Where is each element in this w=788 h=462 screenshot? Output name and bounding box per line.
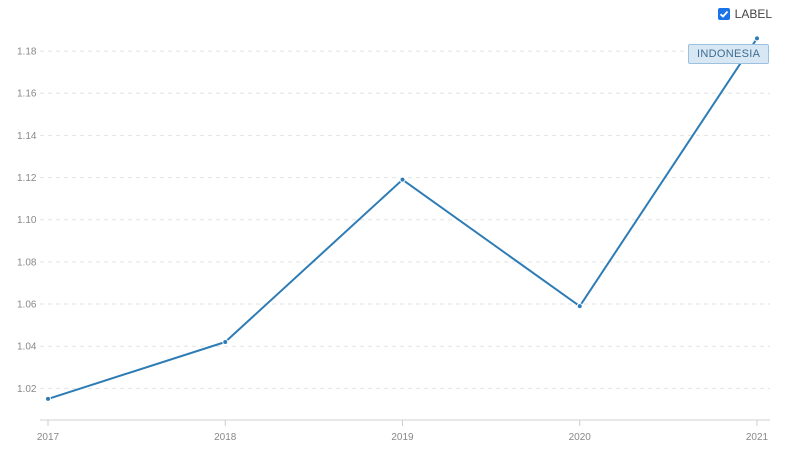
x-tick-label: 2017 bbox=[37, 432, 60, 443]
data-point[interactable] bbox=[576, 303, 583, 310]
checkbox-checked-icon[interactable] bbox=[717, 8, 730, 20]
x-tick-label: 2021 bbox=[746, 432, 769, 443]
y-axis-ticks: 1.02 1.04 1.06 1.08 1.10 1.12 1.14 1.16 1.18 bbox=[17, 47, 37, 395]
series-line bbox=[47, 37, 758, 400]
label-toggle[interactable]: LABEL bbox=[717, 7, 772, 21]
y-tick-label: 1.16 bbox=[17, 89, 37, 100]
y-tick-label: 1.14 bbox=[17, 131, 37, 142]
y-tick-label: 1.02 bbox=[17, 384, 37, 395]
label-toggle-text: LABEL bbox=[734, 7, 772, 21]
data-point[interactable] bbox=[45, 395, 51, 402]
x-axis-ticks: 2017 2018 2019 2020 2021 bbox=[37, 419, 770, 443]
y-tick-label: 1.08 bbox=[17, 257, 37, 268]
data-point[interactable] bbox=[222, 339, 229, 345]
series-label-indonesia: INDONESIA bbox=[688, 44, 770, 64]
data-point[interactable] bbox=[754, 35, 760, 42]
x-tick-label: 2018 bbox=[214, 432, 237, 443]
x-tick-label: 2019 bbox=[391, 432, 414, 443]
y-tick-label: 1.18 bbox=[17, 47, 37, 58]
series-layer bbox=[45, 35, 760, 402]
grid-lines bbox=[40, 50, 770, 389]
data-point[interactable] bbox=[399, 176, 406, 183]
y-tick-label: 1.12 bbox=[17, 173, 37, 184]
x-tick-label: 2020 bbox=[569, 432, 592, 443]
y-tick-label: 1.10 bbox=[17, 215, 37, 226]
y-tick-label: 1.04 bbox=[17, 342, 37, 353]
y-tick-label: 1.06 bbox=[17, 300, 37, 311]
